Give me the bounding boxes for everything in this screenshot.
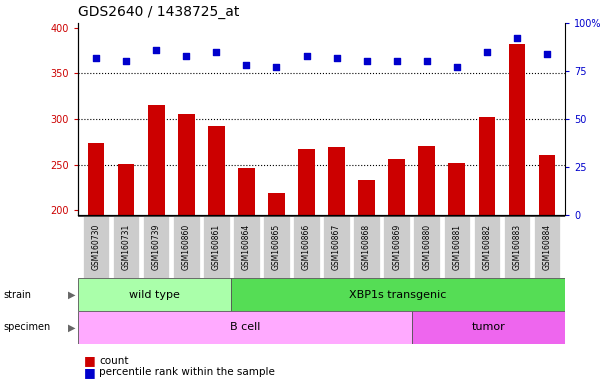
- Text: specimen: specimen: [3, 322, 50, 333]
- Point: [182, 53, 191, 59]
- Bar: [538, 155, 555, 215]
- Bar: [233, 216, 260, 278]
- Bar: [178, 114, 195, 215]
- Bar: [113, 216, 139, 278]
- Point: [302, 53, 311, 59]
- Text: GSM160861: GSM160861: [212, 223, 221, 270]
- Bar: [478, 117, 495, 215]
- Text: ▶: ▶: [68, 290, 75, 300]
- Bar: [353, 216, 380, 278]
- Bar: [298, 149, 315, 215]
- Text: GSM160866: GSM160866: [302, 223, 311, 270]
- Point: [121, 58, 131, 65]
- Text: count: count: [99, 356, 129, 366]
- Point: [482, 49, 492, 55]
- Text: GSM160880: GSM160880: [423, 223, 431, 270]
- Point: [422, 58, 432, 65]
- Text: GSM160867: GSM160867: [332, 223, 341, 270]
- Bar: [148, 105, 165, 215]
- Text: GSM160883: GSM160883: [513, 223, 521, 270]
- Bar: [208, 126, 225, 215]
- Text: GSM160868: GSM160868: [362, 223, 371, 270]
- Bar: [474, 216, 500, 278]
- Text: GSM160864: GSM160864: [242, 223, 251, 270]
- Bar: [448, 163, 465, 215]
- Text: GSM160739: GSM160739: [152, 223, 160, 270]
- Bar: [388, 159, 405, 215]
- Bar: [413, 216, 440, 278]
- Bar: [78, 278, 231, 311]
- Point: [151, 47, 161, 53]
- Bar: [328, 147, 345, 215]
- Text: GSM160884: GSM160884: [543, 223, 551, 270]
- Point: [452, 64, 462, 70]
- Bar: [143, 216, 169, 278]
- Text: ■: ■: [84, 366, 96, 379]
- Text: GSM160881: GSM160881: [453, 224, 461, 270]
- Text: ■: ■: [84, 354, 96, 367]
- Bar: [203, 216, 230, 278]
- Point: [332, 55, 341, 61]
- Bar: [78, 311, 412, 344]
- Text: GSM160882: GSM160882: [483, 224, 491, 270]
- Bar: [508, 44, 525, 215]
- Text: GDS2640 / 1438725_at: GDS2640 / 1438725_at: [78, 5, 240, 19]
- Text: GSM160869: GSM160869: [392, 223, 401, 270]
- Text: strain: strain: [3, 290, 31, 300]
- Text: GSM160730: GSM160730: [92, 223, 100, 270]
- Point: [91, 55, 101, 61]
- Bar: [534, 216, 560, 278]
- Bar: [383, 216, 410, 278]
- Point: [272, 64, 281, 70]
- Text: wild type: wild type: [129, 290, 180, 300]
- Bar: [504, 216, 530, 278]
- Text: GSM160865: GSM160865: [272, 223, 281, 270]
- Point: [212, 49, 221, 55]
- Bar: [238, 169, 255, 215]
- Bar: [293, 216, 320, 278]
- Text: XBP1s transgenic: XBP1s transgenic: [349, 290, 447, 300]
- Text: GSM160731: GSM160731: [122, 223, 130, 270]
- Bar: [118, 164, 135, 215]
- Point: [392, 58, 401, 65]
- Bar: [418, 146, 435, 215]
- Bar: [263, 216, 290, 278]
- Bar: [323, 216, 350, 278]
- Bar: [268, 193, 285, 215]
- Bar: [412, 311, 565, 344]
- Text: ▶: ▶: [68, 322, 75, 333]
- Bar: [88, 143, 105, 215]
- Text: B cell: B cell: [230, 322, 260, 333]
- Point: [242, 62, 251, 68]
- Text: GSM160860: GSM160860: [182, 223, 191, 270]
- Text: percentile rank within the sample: percentile rank within the sample: [99, 367, 275, 377]
- Bar: [358, 180, 375, 215]
- Point: [542, 51, 552, 57]
- Text: tumor: tumor: [471, 322, 505, 333]
- Point: [362, 58, 371, 65]
- Bar: [231, 278, 565, 311]
- Point: [512, 35, 522, 41]
- Bar: [173, 216, 200, 278]
- Bar: [83, 216, 109, 278]
- Bar: [444, 216, 470, 278]
